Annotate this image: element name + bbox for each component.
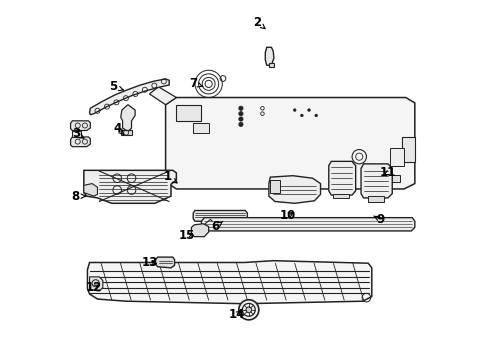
Polygon shape — [149, 87, 176, 105]
Polygon shape — [360, 164, 391, 198]
Polygon shape — [155, 257, 174, 268]
Text: 2: 2 — [252, 16, 264, 29]
Polygon shape — [165, 98, 414, 189]
Polygon shape — [176, 105, 201, 121]
Circle shape — [245, 307, 251, 313]
Polygon shape — [83, 184, 97, 196]
Text: 7: 7 — [189, 77, 203, 90]
Text: 15: 15 — [179, 229, 195, 242]
Circle shape — [238, 106, 243, 111]
Polygon shape — [72, 131, 81, 137]
Polygon shape — [89, 79, 169, 115]
Text: 14: 14 — [228, 308, 244, 321]
Text: 1: 1 — [163, 170, 177, 183]
Text: 12: 12 — [85, 281, 102, 294]
Text: 5: 5 — [109, 80, 123, 93]
Text: 8: 8 — [71, 190, 85, 203]
Polygon shape — [193, 211, 247, 221]
Text: 3: 3 — [72, 127, 83, 140]
Polygon shape — [87, 261, 371, 304]
Polygon shape — [121, 130, 131, 135]
Polygon shape — [70, 137, 90, 147]
Polygon shape — [333, 194, 348, 198]
Polygon shape — [367, 197, 383, 202]
Polygon shape — [265, 47, 273, 65]
Polygon shape — [402, 137, 414, 162]
Circle shape — [307, 109, 310, 112]
Text: 4: 4 — [113, 122, 124, 135]
Polygon shape — [89, 277, 102, 291]
Text: 13: 13 — [141, 256, 157, 269]
Circle shape — [293, 109, 296, 112]
Polygon shape — [389, 148, 403, 166]
Circle shape — [238, 122, 243, 127]
Polygon shape — [121, 105, 135, 132]
Polygon shape — [191, 224, 208, 237]
Polygon shape — [268, 63, 273, 67]
Polygon shape — [270, 180, 280, 193]
Polygon shape — [328, 161, 355, 195]
Circle shape — [238, 117, 243, 121]
Polygon shape — [83, 170, 176, 203]
Text: 10: 10 — [279, 210, 295, 222]
Circle shape — [300, 114, 303, 117]
Text: 9: 9 — [373, 213, 384, 226]
Polygon shape — [201, 218, 414, 231]
Text: 11: 11 — [379, 166, 395, 179]
Text: 6: 6 — [211, 220, 222, 233]
Polygon shape — [268, 176, 320, 203]
Polygon shape — [192, 123, 208, 134]
Polygon shape — [70, 121, 90, 131]
Circle shape — [238, 300, 258, 320]
Polygon shape — [391, 175, 400, 182]
Circle shape — [238, 112, 243, 116]
Circle shape — [314, 114, 317, 117]
